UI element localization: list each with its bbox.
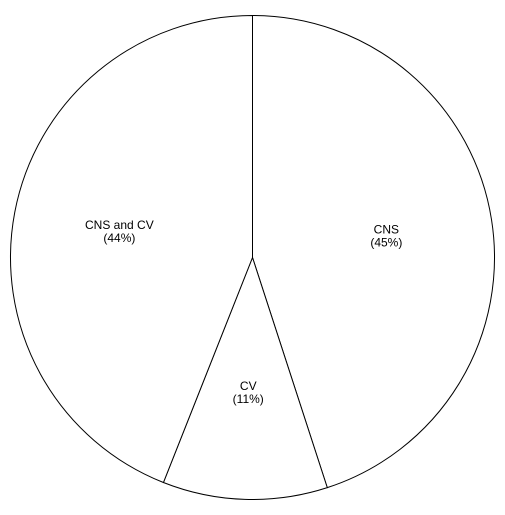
pie-slices (10, 14, 495, 500)
slice-name-cns-and-cv: CNS and CV (85, 218, 154, 232)
slice-label-cns-and-cv: CNS and CV (44%) (85, 218, 154, 245)
slice-percent-cns: (45%) (370, 235, 402, 249)
slice-name-cns: CNS (374, 222, 399, 236)
slice-cns (252, 14, 495, 489)
slice-label-cv: CV (11%) (233, 379, 264, 406)
slice-percent-cv: (11%) (233, 392, 264, 406)
slice-percent-cns-and-cv: (44%) (103, 231, 135, 245)
slice-name-cv: CV (240, 379, 257, 393)
pie-labels: CNS (45%) CV (11%) CNS and CV (44%) (85, 218, 402, 406)
slice-cns-and-cv (10, 14, 253, 484)
slice-cv (162, 256, 328, 500)
slice-label-cns: CNS (45%) (370, 222, 402, 249)
